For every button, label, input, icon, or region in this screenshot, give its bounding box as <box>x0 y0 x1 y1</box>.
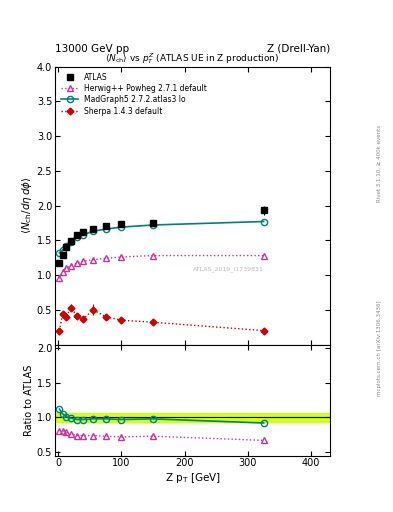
Y-axis label: Ratio to ATLAS: Ratio to ATLAS <box>24 365 34 436</box>
Text: ATLAS_2019_I1739831: ATLAS_2019_I1739831 <box>193 267 263 272</box>
X-axis label: Z p$_{\rm T}$ [GeV]: Z p$_{\rm T}$ [GeV] <box>165 471 220 485</box>
Y-axis label: $\langle N_{\rm ch}/d\eta\, d\phi\rangle$: $\langle N_{\rm ch}/d\eta\, d\phi\rangle… <box>20 177 34 234</box>
Text: Z (Drell-Yan): Z (Drell-Yan) <box>267 44 330 54</box>
Text: mcplots.cern.ch [arXiv:1306.3436]: mcplots.cern.ch [arXiv:1306.3436] <box>377 301 382 396</box>
Text: Rivet 3.1.10, ≥ 400k events: Rivet 3.1.10, ≥ 400k events <box>377 125 382 202</box>
Bar <box>55 413 330 422</box>
Legend: ATLAS, Herwig++ Powheg 2.7.1 default, MadGraph5 2.7.2.atlas3 lo, Sherpa 1.4.3 de: ATLAS, Herwig++ Powheg 2.7.1 default, Ma… <box>59 70 209 118</box>
Title: $\langle N_{\rm ch}\rangle$ vs $p_T^Z$ (ATLAS UE in Z production): $\langle N_{\rm ch}\rangle$ vs $p_T^Z$ (… <box>105 51 280 66</box>
Text: 13000 GeV pp: 13000 GeV pp <box>55 44 129 54</box>
